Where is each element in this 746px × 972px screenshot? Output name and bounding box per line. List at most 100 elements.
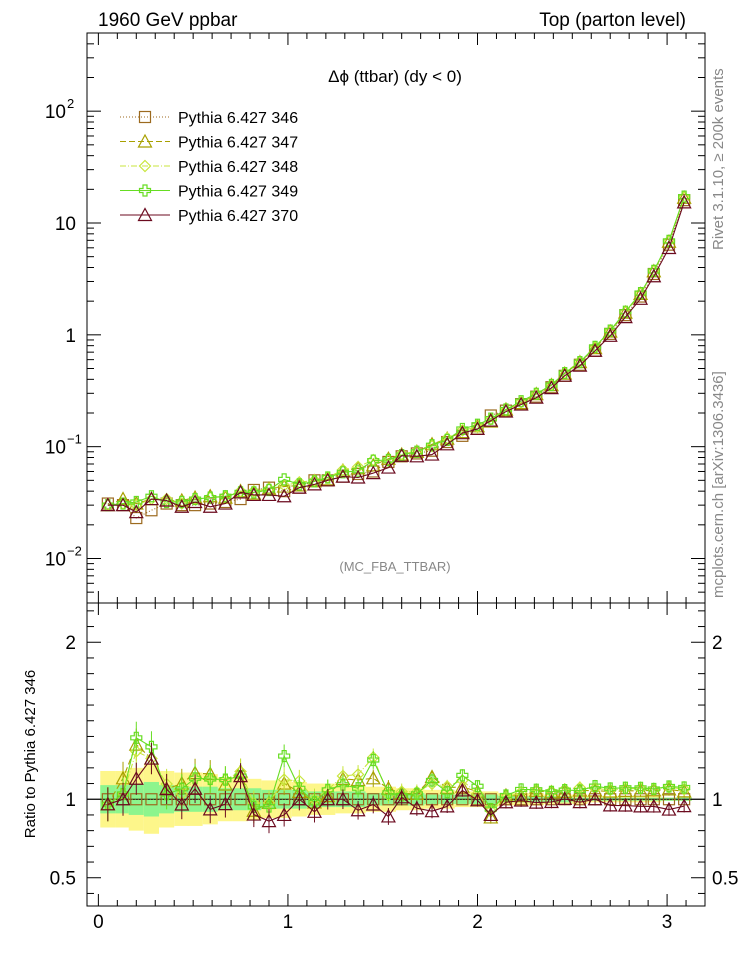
data-point-4-24 xyxy=(454,425,470,440)
data-point-4-31 xyxy=(557,367,573,382)
data-point-3-25 xyxy=(471,418,484,431)
data-point-4-0 xyxy=(100,497,116,512)
ratio-point-4-1 xyxy=(115,791,131,806)
data-point-4-22 xyxy=(424,446,440,461)
ratio-point-3-22 xyxy=(425,774,439,787)
ratio-point-3-19 xyxy=(382,786,395,799)
data-point-4-5 xyxy=(174,499,190,513)
data-point-4-4 xyxy=(159,492,175,507)
ratio-point-4-38 xyxy=(661,801,677,816)
ratio-plot-frame xyxy=(86,602,706,907)
series-line-4 xyxy=(107,202,685,513)
ratio-ylabel: Ratio to Pythia 6.427 346 xyxy=(22,670,39,838)
ratio-point-4-35 xyxy=(617,797,633,812)
ratio-point-4-14 xyxy=(306,804,322,818)
ratio-point-2-12 xyxy=(277,773,291,786)
y-tick-label-ratio: 1 xyxy=(65,790,76,811)
data-point-4-7 xyxy=(202,499,218,513)
ratio-point-2-35 xyxy=(619,782,632,796)
y-tick-label-ratio-right: 1 xyxy=(712,790,723,811)
ratio-point-4-37 xyxy=(646,798,662,813)
ratio-point-0-3 xyxy=(145,793,158,806)
ratio-point-4-12 xyxy=(276,807,292,822)
data-point-3-28 xyxy=(515,395,528,408)
ratio-line-4 xyxy=(107,757,685,822)
data-point-4-29 xyxy=(528,389,544,404)
ratio-point-4-23 xyxy=(439,798,455,813)
ratio-point-4-7 xyxy=(202,801,218,816)
ratio-point-4-31 xyxy=(557,791,573,805)
data-point-4-39 xyxy=(676,194,692,209)
ratio-point-3-12 xyxy=(278,749,291,763)
data-point-2-14 xyxy=(308,473,321,487)
data-point-2-25 xyxy=(471,420,484,434)
ratio-point-3-7 xyxy=(204,772,217,786)
ratio-point-4-27 xyxy=(498,794,514,809)
ratio-point-4-17 xyxy=(350,802,366,817)
data-point-3-29 xyxy=(530,387,543,400)
data-point-0-3 xyxy=(145,504,158,517)
data-point-1-1 xyxy=(115,491,131,506)
ratio-point-4-36 xyxy=(633,798,649,813)
legend-marker-4 xyxy=(137,207,153,222)
data-point-4-2 xyxy=(128,504,144,519)
ratio-line-1 xyxy=(107,743,685,819)
data-point-4-28 xyxy=(513,396,529,411)
y-tick-label-ratio-right: 2 xyxy=(712,633,723,654)
y-tick-label-ratio: 2 xyxy=(65,633,76,654)
ratio-point-4-26 xyxy=(483,807,499,822)
ratio-point-3-30 xyxy=(545,785,558,798)
ratio-point-3-39 xyxy=(678,781,691,794)
ratio-point-4-21 xyxy=(409,800,425,815)
data-point-3-17 xyxy=(351,464,365,477)
data-point-2-17 xyxy=(351,460,365,474)
data-point-4-26 xyxy=(483,412,499,427)
x-tick-label: 2 xyxy=(472,912,483,933)
data-point-4-19 xyxy=(380,459,396,474)
data-point-3-15 xyxy=(321,471,334,484)
data-point-4-9 xyxy=(233,484,249,499)
data-point-0-9 xyxy=(234,492,247,506)
ratio-point-2-2 xyxy=(129,745,143,758)
ratio-point-3-36 xyxy=(634,781,647,794)
data-point-3-2 xyxy=(130,495,143,509)
ratio-line-3 xyxy=(107,736,685,811)
data-point-4-20 xyxy=(394,447,410,462)
ratio-point-3-27 xyxy=(499,789,513,802)
data-point-4-8 xyxy=(217,495,233,510)
ratio-point-3-23 xyxy=(441,786,454,799)
data-point-3-30 xyxy=(545,378,558,392)
data-point-3-6 xyxy=(188,492,202,506)
ratio-point-3-28 xyxy=(515,783,528,796)
ratio-point-3-38 xyxy=(662,780,676,793)
ratio-point-4-32 xyxy=(572,794,588,809)
ratio-point-4-19 xyxy=(380,808,396,823)
ratio-point-4-34 xyxy=(602,797,618,812)
header-right: Top (parton level) xyxy=(539,10,686,31)
series-line-0 xyxy=(107,199,685,519)
ratio-point-4-8 xyxy=(217,796,233,811)
data-point-3-13 xyxy=(293,478,306,491)
y-tick-label-main: 10 xyxy=(45,438,66,459)
data-point-4-17 xyxy=(350,469,366,484)
ratio-point-4-25 xyxy=(470,792,486,807)
y-tick-label-ratio: 0.5 xyxy=(50,869,76,890)
legend-label-4: Pythia 6.427 370 xyxy=(178,208,298,225)
data-point-2-27 xyxy=(499,403,513,417)
data-point-3-5 xyxy=(175,495,188,509)
data-point-4-32 xyxy=(572,357,588,372)
y-tick-label-ratio-right: 0.5 xyxy=(712,869,738,890)
ratio-point-3-2 xyxy=(130,731,143,744)
plot-title: Δϕ (ttbar) (dy < 0) xyxy=(328,67,462,86)
data-point-3-24 xyxy=(456,422,469,436)
ratio-point-3-24 xyxy=(456,769,469,782)
data-point-4-6 xyxy=(187,494,203,509)
data-point-4-27 xyxy=(498,403,514,418)
data-point-2-2 xyxy=(129,498,143,512)
ratio-point-3-18 xyxy=(367,753,380,767)
data-point-4-1 xyxy=(115,497,131,512)
ratio-point-4-24 xyxy=(454,782,470,797)
ratio-point-3-5 xyxy=(175,782,188,795)
data-point-2-32 xyxy=(573,354,587,368)
